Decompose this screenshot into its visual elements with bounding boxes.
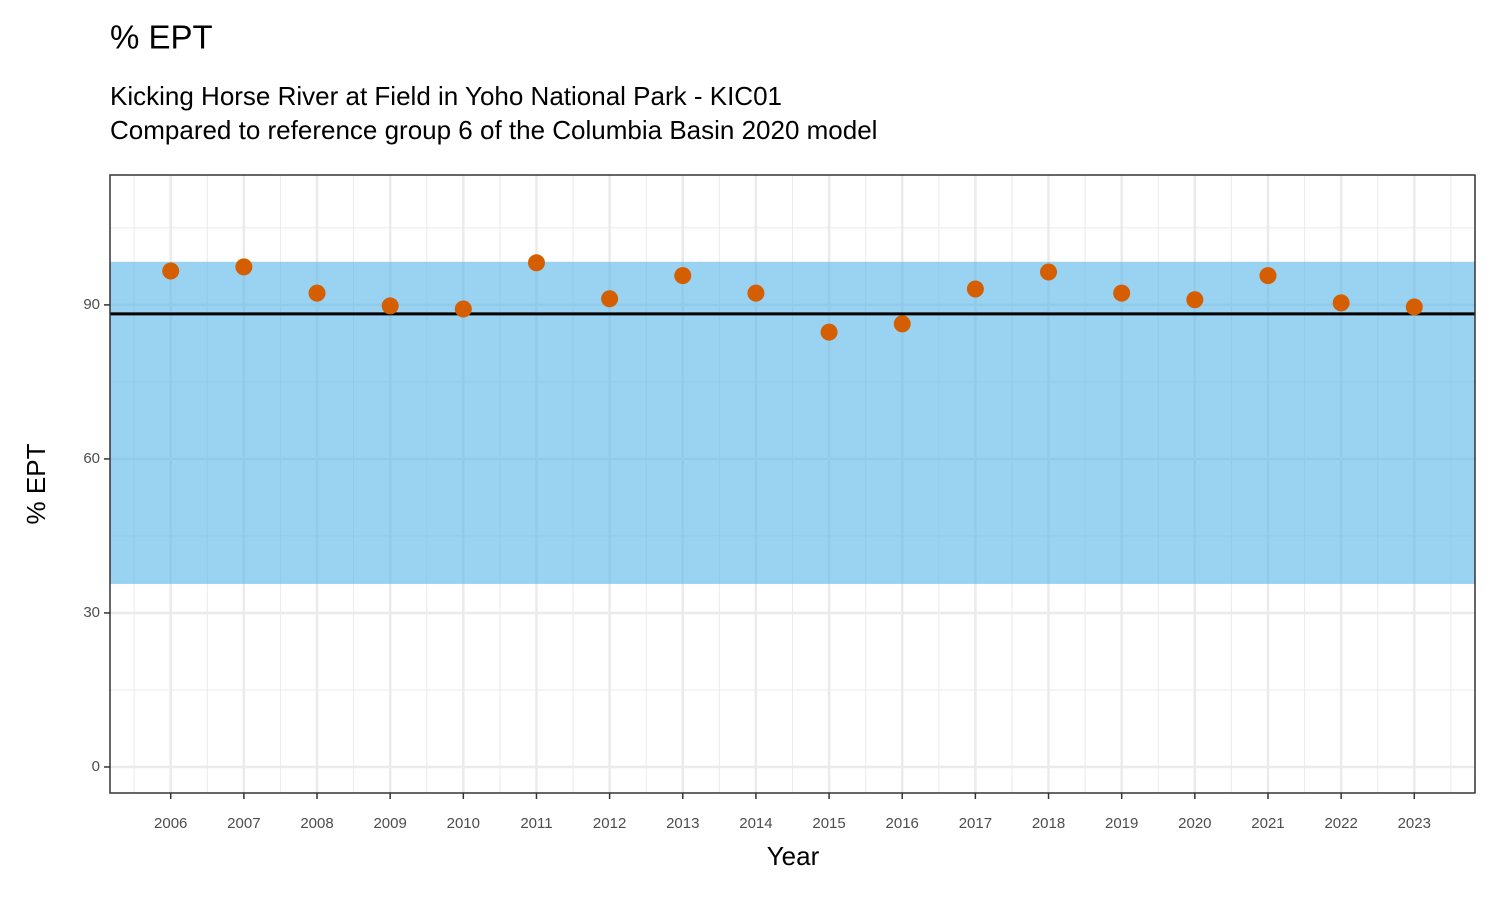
point — [674, 267, 692, 285]
x-tick-label: 2021 — [1251, 815, 1284, 832]
y-tick-label: 30 — [83, 604, 100, 621]
point — [966, 280, 984, 298]
x-tick-label: 2013 — [666, 815, 699, 832]
x-axis-title: Year — [767, 841, 820, 871]
point — [308, 284, 326, 302]
point — [1405, 298, 1423, 316]
point — [601, 290, 619, 308]
x-tick-label: 2022 — [1324, 815, 1357, 832]
point — [235, 258, 253, 276]
chart-subtitle: Kicking Horse River at Field in Yoho Nat… — [110, 81, 782, 111]
point — [381, 297, 399, 315]
point — [454, 300, 472, 318]
point — [1259, 267, 1277, 285]
point — [747, 284, 765, 302]
point — [162, 262, 180, 280]
y-axis-title: % EPT — [21, 443, 51, 524]
point — [893, 315, 911, 333]
point — [527, 254, 545, 272]
x-tick-label: 2016 — [886, 815, 919, 832]
point — [1186, 291, 1204, 309]
chart-title: % EPT — [110, 19, 213, 56]
x-tick-label: 2008 — [300, 815, 333, 832]
x-tick-label: 2014 — [739, 815, 772, 832]
x-tick-label: 2020 — [1178, 815, 1211, 832]
x-tick-label: 2018 — [1032, 815, 1065, 832]
x-tick-label: 2017 — [959, 815, 992, 832]
x-tick-label: 2023 — [1398, 815, 1431, 832]
x-tick-label: 2012 — [593, 815, 626, 832]
x-tick-label: 2015 — [812, 815, 845, 832]
y-tick-label: 90 — [83, 296, 100, 313]
point — [820, 323, 838, 341]
point — [1332, 294, 1350, 312]
reference-band — [110, 261, 1475, 584]
chart-subtitle: Compared to reference group 6 of the Col… — [110, 115, 877, 145]
point — [1040, 263, 1058, 281]
point — [1113, 284, 1131, 302]
x-tick-label: 2010 — [447, 815, 480, 832]
x-tick-label: 2019 — [1105, 815, 1138, 832]
x-tick-label: 2011 — [520, 815, 552, 832]
x-tick-label: 2009 — [373, 815, 406, 832]
x-tick-label: 2006 — [154, 815, 187, 832]
x-tick-label: 2007 — [227, 815, 260, 832]
panel-border — [109, 174, 1476, 794]
y-tick-label: 0 — [92, 758, 100, 775]
y-tick-label: 60 — [83, 450, 100, 467]
